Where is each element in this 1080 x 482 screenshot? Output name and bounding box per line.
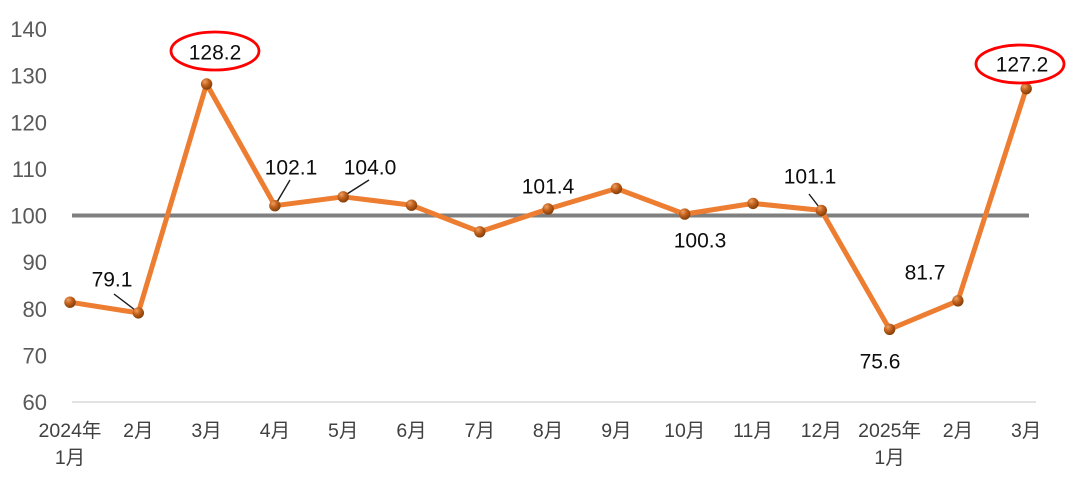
x-axis-tick-label: 10月 [664, 420, 705, 442]
x-axis-tick-label: 9月 [601, 420, 631, 442]
x-axis-tick-label: 2024年 [39, 420, 102, 442]
data-label: 100.3 [674, 230, 727, 253]
data-point-marker [337, 191, 349, 203]
data-label: 104.0 [344, 157, 397, 180]
x-axis-tick-label: 2025年 [858, 420, 921, 442]
data-point-marker [64, 296, 76, 308]
data-point-marker [542, 203, 554, 215]
data-point-marker [883, 323, 896, 335]
x-axis-tick-label: 11月 [733, 420, 773, 442]
data-label: 102.1 [265, 157, 318, 180]
x-axis-tick-label: 8月 [533, 420, 563, 442]
data-point-marker [747, 197, 759, 210]
y-axis-tick-label: 140 [10, 17, 47, 42]
y-axis-tick-label: 120 [10, 110, 47, 135]
x-axis-tick-label: 5月 [328, 420, 358, 442]
data-point-marker [405, 199, 418, 211]
data-point-marker [1020, 83, 1032, 95]
y-axis-tick-label: 100 [10, 204, 47, 229]
data-point-marker [200, 78, 213, 90]
y-axis-tick-label: 70 [23, 343, 47, 368]
y-axis-tick-label: 130 [10, 64, 47, 89]
highlight-ellipse [974, 43, 1066, 85]
y-axis-tick-label: 80 [23, 297, 47, 322]
highlight-ellipse [169, 30, 261, 72]
x-axis-tick-label: 12月 [801, 420, 842, 442]
data-point-marker [679, 208, 691, 220]
x-axis-tick-label: 2月 [123, 420, 153, 442]
data-label-leader-line [113, 293, 136, 311]
data-point-marker [269, 200, 281, 212]
data-label-leader-line [276, 179, 291, 203]
data-label: 101.1 [784, 166, 837, 189]
x-axis-tick-label: 3月 [1011, 420, 1041, 442]
x-axis-tick-label: 4月 [260, 420, 290, 442]
x-axis-tick-label: 2月 [943, 420, 973, 442]
data-label-leader-line [808, 193, 820, 208]
x-axis-tick-label: 6月 [396, 420, 426, 442]
y-axis-tick-label: 60 [23, 390, 47, 415]
data-label: 79.1 [92, 269, 133, 292]
data-label: 101.4 [522, 176, 575, 199]
x-axis-tick-label: 1月 [55, 447, 85, 469]
data-point-marker [474, 226, 486, 238]
x-axis-tick-label: 3月 [191, 420, 221, 442]
x-axis-tick-label: 7月 [465, 420, 495, 442]
data-label: 81.7 [905, 262, 946, 285]
y-axis-tick-label: 90 [23, 250, 47, 275]
data-label: 128.2 [189, 42, 242, 65]
data-point-marker [610, 182, 623, 195]
y-axis-tick-label: 110 [12, 157, 47, 182]
data-point-marker [815, 204, 827, 217]
x-axis-tick-label: 1月 [874, 447, 904, 469]
data-label: 127.2 [996, 54, 1049, 77]
data-label: 75.6 [860, 351, 901, 374]
data-point-marker [132, 307, 144, 319]
data-label-leader-line [346, 179, 370, 195]
data-point-marker [952, 295, 964, 307]
